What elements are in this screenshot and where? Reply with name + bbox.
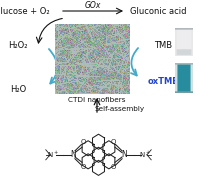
- Text: O: O: [81, 139, 86, 145]
- Polygon shape: [82, 154, 94, 169]
- Polygon shape: [93, 147, 104, 162]
- Text: Gluconic acid: Gluconic acid: [130, 6, 186, 15]
- Text: O: O: [81, 164, 86, 170]
- Text: N: N: [121, 150, 127, 159]
- Text: CTDI nanofibers: CTDI nanofibers: [68, 97, 126, 103]
- Text: H₂O₂: H₂O₂: [8, 42, 28, 50]
- Text: H₂O: H₂O: [10, 84, 26, 94]
- Text: $\mathregular{N^+}$: $\mathregular{N^+}$: [138, 150, 151, 160]
- Text: GOx: GOx: [85, 2, 101, 11]
- Text: Glucose + O₂: Glucose + O₂: [0, 6, 50, 15]
- Polygon shape: [93, 160, 104, 175]
- Polygon shape: [82, 141, 94, 156]
- Text: TMB: TMB: [154, 42, 172, 50]
- Text: N: N: [70, 150, 76, 159]
- Text: Self-assembly: Self-assembly: [95, 106, 145, 112]
- Polygon shape: [93, 134, 104, 149]
- Text: O: O: [111, 139, 116, 145]
- Polygon shape: [103, 141, 115, 156]
- Text: oxTMB: oxTMB: [147, 77, 179, 87]
- Polygon shape: [103, 154, 115, 169]
- Text: O: O: [111, 164, 116, 170]
- Text: $\mathregular{N^+}$: $\mathregular{N^+}$: [46, 150, 59, 160]
